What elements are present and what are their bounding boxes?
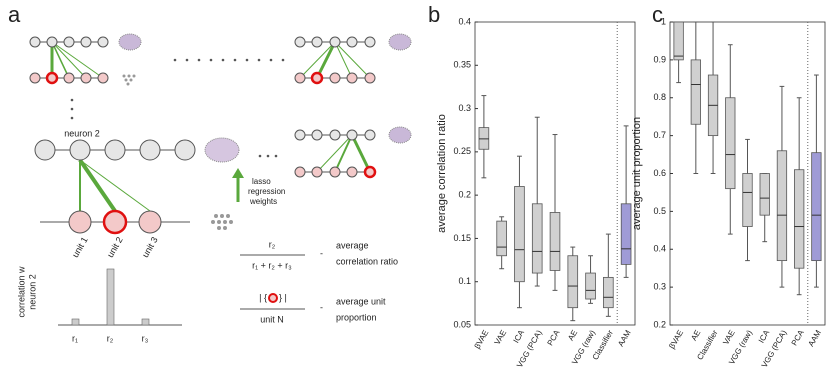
y-tick-label: 0.6 xyxy=(653,168,666,178)
y-tick-label: 0.5 xyxy=(653,206,666,216)
formula-dash: - xyxy=(320,302,323,312)
unit-label: unit 3 xyxy=(140,235,160,259)
y-tick-label: 0.15 xyxy=(453,233,471,243)
y-tick-label: 0.3 xyxy=(458,103,471,113)
formula-denominator: r₁ + r₂ + r₃ xyxy=(252,260,292,270)
y-tick-label: 0.1 xyxy=(458,276,471,286)
x-tick-label: ICA xyxy=(757,328,772,345)
y-tick-label: 0.4 xyxy=(458,16,471,26)
x-tick-label: PCA xyxy=(790,328,806,347)
plot-frame xyxy=(474,21,636,326)
y-tick-label: 1 xyxy=(661,16,666,26)
arrow-label: weights xyxy=(249,197,277,206)
formula-denominator: unit N xyxy=(260,314,284,324)
panel-label: a xyxy=(8,2,21,27)
formula-numerator: | { xyxy=(259,292,267,302)
y-tick-label: 0.4 xyxy=(653,244,666,254)
y-axis-label: average correlation ratio xyxy=(436,114,448,233)
x-tick-label: VAE xyxy=(493,329,509,347)
box xyxy=(531,203,543,274)
box xyxy=(567,255,579,309)
box xyxy=(549,212,561,271)
arrow-label: lasso xyxy=(252,177,271,186)
x-tick-label: ICA xyxy=(512,328,527,345)
bar-label: r₁ xyxy=(72,333,78,343)
bar-label: r₃ xyxy=(142,333,149,343)
box xyxy=(496,220,507,257)
formula-dash: - xyxy=(320,248,323,258)
box xyxy=(690,59,701,125)
bar-label: r₂ xyxy=(107,333,114,343)
x-tick-label: AAM xyxy=(806,328,823,348)
neuron-label: neuron 2 xyxy=(64,128,100,138)
panel-label: b xyxy=(428,2,440,27)
y-tick-label: 0.25 xyxy=(453,146,471,156)
box xyxy=(811,152,822,262)
y-tick-label: 0.7 xyxy=(653,130,666,140)
box xyxy=(794,169,805,269)
bar-axis-label: correlation w xyxy=(16,266,26,318)
y-axis-label: average unit proportion xyxy=(631,117,643,230)
x-tick-label: βVAE xyxy=(473,329,491,351)
box xyxy=(585,272,596,300)
unit-label: unit 1 xyxy=(70,235,90,259)
formula-numerator: r₂ xyxy=(269,239,276,249)
x-tick-label: AAM xyxy=(616,328,633,348)
unit-label: unit 2 xyxy=(105,235,125,259)
x-tick-label: βVAE xyxy=(667,329,685,351)
box xyxy=(725,97,736,190)
y-tick-label: 0.05 xyxy=(453,319,471,329)
box xyxy=(759,173,770,216)
formula-numerator: } | xyxy=(279,292,287,302)
y-tick-label: 0.2 xyxy=(458,190,471,200)
box xyxy=(620,203,632,265)
x-tick-label: AE xyxy=(689,329,702,343)
x-tick-label: PCA xyxy=(546,328,562,347)
x-tick-label: VAE xyxy=(721,329,737,347)
box xyxy=(603,276,614,309)
formula-meaning: correlation ratio xyxy=(336,256,398,266)
diagram: neuron 2 unit 1 unit 2 unit 3 lasso regr… xyxy=(16,33,412,343)
y-tick-label: 0.8 xyxy=(653,92,666,102)
panel-label: c xyxy=(652,2,663,27)
y-tick-label: 0.9 xyxy=(653,54,666,64)
box xyxy=(776,150,788,262)
formula-meaning: proportion xyxy=(336,312,377,322)
x-tick-label: AE xyxy=(566,329,579,343)
y-tick-label: 0.35 xyxy=(453,60,471,70)
arrow-label: regression xyxy=(248,187,285,196)
y-tick-label: 0.3 xyxy=(653,282,666,292)
formula-meaning: average xyxy=(336,240,369,250)
box xyxy=(742,173,753,227)
y-tick-label: 0.2 xyxy=(653,319,666,329)
box xyxy=(673,21,684,61)
box xyxy=(514,186,525,283)
bar-axis-label: neuron 2 xyxy=(27,274,37,310)
formula-meaning: average unit xyxy=(336,296,386,306)
